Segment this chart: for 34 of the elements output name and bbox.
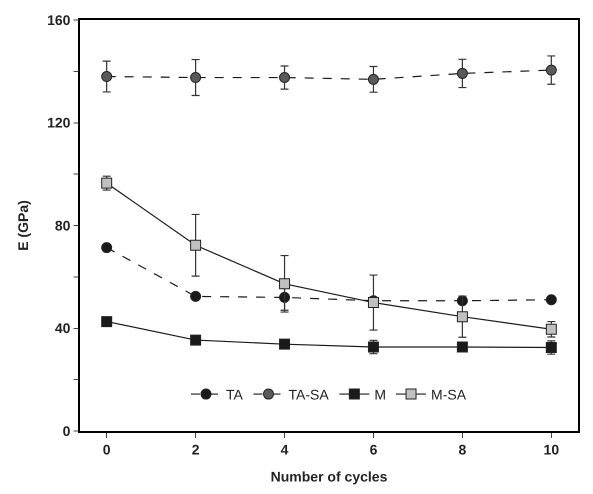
point xyxy=(101,316,112,328)
point xyxy=(546,64,557,76)
legend-label: M-SA xyxy=(431,386,467,403)
y-tick-label: 120 xyxy=(47,114,71,131)
point xyxy=(190,72,202,84)
point xyxy=(279,72,290,84)
point xyxy=(101,71,112,82)
legend-label: M xyxy=(374,386,386,403)
x-tick-label: 4 xyxy=(280,442,289,458)
point xyxy=(546,294,557,306)
point xyxy=(456,68,468,79)
x-tick-label: 10 xyxy=(544,442,560,458)
legend-label: TA xyxy=(226,386,244,403)
y-tick-label: 80 xyxy=(54,217,71,234)
x-tick-label: 6 xyxy=(370,442,378,458)
y-tick-label: 160 xyxy=(47,12,71,28)
y-axis-title: E (GPa) xyxy=(15,200,32,251)
y-tick-label: 40 xyxy=(54,320,71,336)
point xyxy=(546,324,557,335)
x-tick-label: 0 xyxy=(102,442,111,458)
x-tick-label: 2 xyxy=(192,442,200,458)
x-tick-label: 8 xyxy=(458,442,466,458)
point xyxy=(190,334,202,346)
point xyxy=(456,311,468,322)
point xyxy=(190,290,202,302)
legend-label: TA-SA xyxy=(288,386,330,403)
point xyxy=(190,240,202,251)
y-tick-label: 0 xyxy=(62,422,71,439)
point xyxy=(279,338,290,350)
point xyxy=(368,74,379,85)
x-axis-title: Number of cycles xyxy=(270,468,388,484)
point xyxy=(456,342,468,352)
point xyxy=(101,242,112,254)
point xyxy=(279,278,290,290)
